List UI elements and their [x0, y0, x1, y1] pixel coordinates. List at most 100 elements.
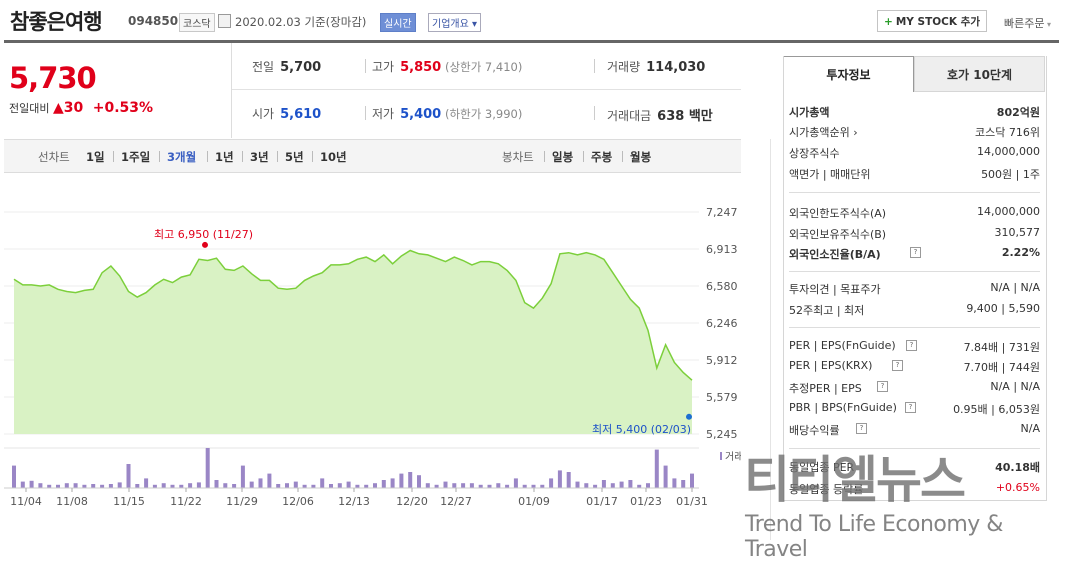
- tab-investment-info[interactable]: 투자정보: [783, 56, 914, 92]
- help-icon[interactable]: ?: [905, 402, 916, 413]
- tab-3years[interactable]: 3년: [250, 150, 269, 164]
- summary-row: 시가 5,610 저가 5,400 (하한가 3,990) 거래대금 638 백만: [232, 90, 741, 136]
- low-cell: 저가 5,400 (하한가 3,990): [372, 105, 522, 122]
- price-chart[interactable]: 7,247 6,913 6,580 6,246 5,912 5,579 5,245 최고 6,…: [4, 172, 741, 540]
- volume-bar: [381, 480, 386, 488]
- row-value: N/A | N/A: [990, 281, 1040, 294]
- help-icon[interactable]: ?: [856, 423, 867, 434]
- volume-bar: [188, 483, 193, 488]
- volume-bar: [355, 484, 360, 488]
- volume-bar: [434, 484, 439, 488]
- tab-weekly-candle[interactable]: 주봉: [591, 150, 613, 164]
- add-my-stock-label: MY STOCK 추가: [895, 16, 980, 28]
- volume-bar: [628, 480, 633, 488]
- volume-bar: [373, 483, 377, 488]
- x-tick-label: 01/31: [676, 495, 708, 508]
- divider: [583, 151, 584, 162]
- row-label: 동일업종 등락률: [789, 483, 864, 496]
- row-label: PER | EPS(KRX): [789, 359, 873, 372]
- x-tick-label: 11/15: [113, 495, 145, 508]
- row-value: 40.18배: [995, 461, 1040, 474]
- volume-bar: [513, 478, 518, 488]
- row-value: 802억원: [996, 106, 1040, 119]
- realtime-button[interactable]: 실시간: [380, 13, 416, 32]
- plus-icon: +: [884, 16, 893, 28]
- divider: [789, 192, 1040, 193]
- high-value: 5,850: [400, 60, 442, 75]
- candle-chart-label[interactable]: 봉차트: [502, 150, 534, 164]
- y-tick-label: 5,245: [706, 428, 738, 441]
- volume-bar: [575, 481, 580, 488]
- row-label: 시가총액순위 ›: [789, 126, 858, 139]
- x-tick-label: 12/06: [282, 495, 314, 508]
- investment-info-panel: [783, 56, 1047, 501]
- volume-bar: [364, 484, 369, 488]
- volume-bar: [663, 465, 668, 488]
- stock-code: 094850: [128, 14, 179, 28]
- watermark-logo: 티티엘뉴스: [744, 451, 966, 509]
- legend-swatch: [720, 452, 722, 460]
- volume-bar: [619, 481, 624, 488]
- tab-1day[interactable]: 1일: [86, 150, 105, 164]
- foreign-ratio-row: 외국인소진율(B/A)? 2.22%: [789, 246, 1040, 266]
- volume-bar: [302, 484, 307, 488]
- volume-bar: [205, 448, 210, 488]
- quick-order-button[interactable]: 빠른주문 ▾: [1004, 15, 1051, 31]
- divider: [594, 59, 595, 73]
- help-icon[interactable]: ?: [877, 381, 888, 392]
- date-suffix: 기준(장마감): [304, 15, 367, 29]
- volume-bar: [196, 482, 201, 488]
- y-tick-label: 6,246: [706, 317, 738, 330]
- volume-bar: [73, 483, 78, 488]
- volume-bar: [20, 481, 25, 488]
- market-cap-rank-row[interactable]: 시가총액순위 › 코스닥 716위: [789, 124, 1040, 144]
- tab-5years[interactable]: 5년: [285, 150, 304, 164]
- market-badge: 코스닥: [179, 13, 215, 32]
- volume-bar: [408, 472, 413, 488]
- 52week-row: 52주최고 | 최저 9,400 | 5,590: [789, 302, 1040, 322]
- volume-bar: [152, 484, 157, 488]
- tab-10years[interactable]: 10년: [320, 150, 347, 164]
- chevron-down-icon: ▾: [1044, 20, 1052, 29]
- volume-bar: [672, 478, 677, 488]
- row-label: 외국인보유주식수(B): [789, 228, 887, 241]
- tab-3months[interactable]: 3개월: [167, 150, 197, 164]
- per-krx-row: PER | EPS(KRX)? 7.70배 | 744원: [789, 359, 1040, 379]
- panel-divider: [770, 139, 771, 540]
- price-line: [13, 249, 693, 381]
- chart-toolbar: 선차트 1일 1주일 3개월 1년 3년 5년 10년 봉차트 일봉 주봉 월봉: [4, 139, 741, 173]
- tab-1week[interactable]: 1주일: [121, 150, 151, 164]
- volume-bar: [610, 483, 615, 488]
- estimated-per-row: 추정PER | EPS? N/A | N/A: [789, 380, 1040, 400]
- row-value: 500원 | 1주: [981, 168, 1040, 181]
- sector-per-row: 동일업종 PER 40.18배: [789, 459, 1040, 479]
- row-label: 추정PER | EPS: [789, 382, 862, 395]
- tab-daily-candle[interactable]: 일봉: [552, 150, 574, 164]
- tab-monthly-candle[interactable]: 월봉: [630, 150, 652, 164]
- divider: [242, 151, 243, 162]
- volume-bar: [135, 484, 140, 488]
- x-tick-label: 11/08: [56, 495, 88, 508]
- change-amount: 30: [63, 100, 84, 116]
- volume-bar: [531, 484, 536, 488]
- help-icon[interactable]: ?: [910, 247, 921, 258]
- help-icon[interactable]: ?: [906, 340, 917, 351]
- volume-bar: [452, 483, 457, 488]
- divider: [622, 151, 623, 162]
- volume-bar: [258, 478, 263, 488]
- divider: [365, 59, 366, 73]
- volume-bar: [522, 484, 527, 488]
- company-overview-dropdown[interactable]: 기업개요 ▾: [428, 13, 481, 32]
- volume-bar: [232, 484, 237, 488]
- tab-orderbook[interactable]: 호가 10단계: [914, 56, 1045, 92]
- divider: [789, 327, 1040, 328]
- x-tick-label: 12/27: [440, 495, 472, 508]
- line-chart-label[interactable]: 선차트: [38, 150, 70, 164]
- volume-bar: [461, 483, 466, 488]
- volume-bar: [108, 484, 113, 488]
- row-label: 액면가 | 매매단위: [789, 168, 871, 181]
- tab-1year[interactable]: 1년: [215, 150, 234, 164]
- quick-order-label: 빠른주문: [1004, 17, 1045, 30]
- help-icon[interactable]: ?: [892, 360, 903, 371]
- add-my-stock-button[interactable]: + MY STOCK 추가: [877, 10, 987, 32]
